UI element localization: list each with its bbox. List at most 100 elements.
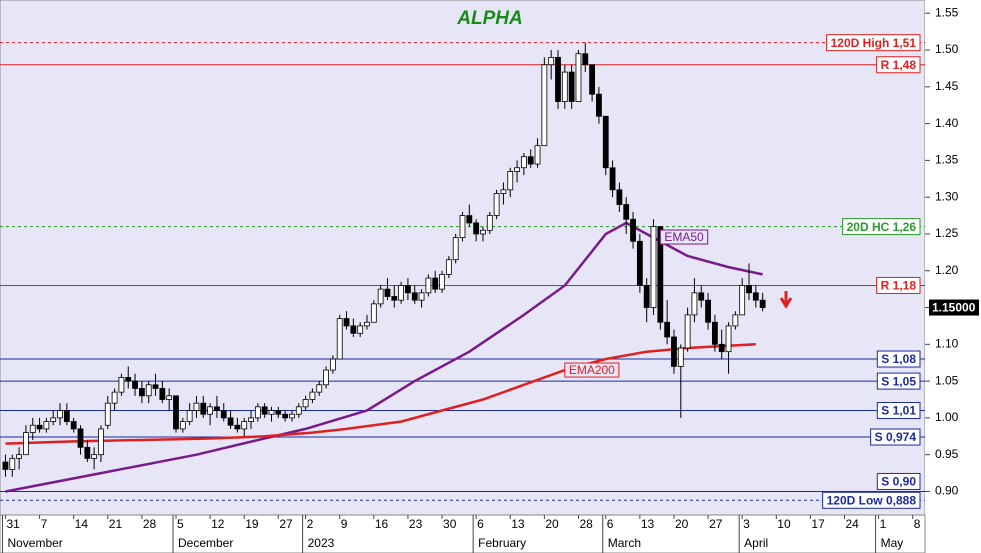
candle-body: [575, 53, 582, 102]
candle-body: [582, 53, 589, 66]
candle-body: [357, 325, 364, 334]
candle-body: [125, 377, 132, 382]
candle-body: [432, 277, 439, 290]
candle-body: [29, 424, 36, 434]
candle-body: [302, 399, 309, 408]
level-label: 120D Low 0,888: [827, 493, 917, 507]
x-tick-label: 8: [914, 517, 921, 531]
candle-body: [616, 189, 623, 205]
candle-body: [220, 410, 227, 419]
y-tick-label: 1.35: [935, 153, 959, 167]
candle-body: [98, 428, 104, 456]
y-tick-label: 1.45: [935, 79, 959, 93]
candle-body: [84, 446, 91, 459]
x-tick-label: 13: [641, 517, 655, 531]
month-label: December: [178, 536, 233, 550]
x-tick-label: 5: [177, 517, 184, 531]
candle-body: [289, 413, 295, 419]
candle-body: [664, 321, 671, 338]
candle-body: [384, 288, 391, 297]
candle-body: [16, 454, 23, 459]
level-label-box: [876, 402, 921, 420]
x-tick-label: 21: [109, 517, 123, 531]
candle-body: [350, 325, 357, 334]
y-tick-label: 1.10: [935, 336, 959, 350]
level-label: S 1,01: [881, 404, 916, 418]
candle-body: [671, 336, 677, 367]
month-label: May: [881, 536, 904, 550]
candle-body: [548, 56, 555, 66]
candle-body: [50, 417, 57, 422]
series-label: EMA50: [664, 230, 704, 244]
candle-body: [364, 321, 370, 327]
candle-body: [398, 285, 405, 301]
candle-body: [684, 314, 691, 349]
candle-body: [200, 402, 207, 415]
level-label-box: [876, 472, 921, 490]
x-tick-label: 28: [143, 517, 157, 531]
candle-body: [261, 406, 268, 415]
candle-body: [636, 240, 643, 286]
y-tick-label: 1.40: [935, 116, 959, 130]
candle-body: [520, 156, 527, 169]
x-tick-label: 20: [675, 517, 689, 531]
candle-body: [486, 215, 493, 231]
candle-body: [370, 303, 377, 323]
month-label: 2023: [308, 536, 335, 550]
candle-body: [9, 457, 16, 470]
candle-body: [657, 226, 664, 323]
y-tick-label: 0.95: [935, 447, 959, 461]
candle-body: [677, 347, 684, 367]
candle-body: [159, 388, 166, 400]
candle-body: [705, 299, 711, 323]
plot-area: [0, 0, 926, 516]
candle-body: [589, 64, 596, 95]
x-tick-label: 3: [743, 517, 750, 531]
candle-body: [173, 395, 179, 430]
candle-body: [739, 285, 746, 316]
level-label-box: [822, 491, 921, 509]
level-label-box: [876, 276, 921, 294]
candle-body: [118, 377, 125, 393]
indicator-line: [5, 221, 763, 493]
level-label: R 1,18: [881, 279, 917, 293]
candle-body: [36, 424, 43, 430]
x-tick-label: 19: [245, 517, 259, 531]
candle-body: [166, 395, 173, 400]
candle-body: [132, 380, 138, 389]
candle-body: [480, 229, 486, 235]
last-price-box: [929, 299, 979, 316]
candle-body: [445, 259, 452, 275]
candle-body: [111, 391, 118, 404]
candle-body: [57, 410, 63, 419]
x-tick-label: 30: [443, 517, 457, 531]
level-label: 20D HC 1,26: [847, 220, 917, 234]
candle-body: [596, 93, 602, 117]
candle-body: [179, 421, 186, 430]
series-label-box: [659, 229, 709, 245]
x-tick-label: 12: [211, 517, 225, 531]
candle-body: [145, 384, 152, 397]
y-tick-label: 1.20: [935, 263, 959, 277]
candle-body: [568, 71, 575, 102]
last-price-label: 1.15000: [932, 301, 976, 315]
candle-body: [227, 417, 234, 426]
x-tick-label: 31: [6, 517, 20, 531]
candle-body: [514, 167, 520, 172]
y-tick-label: 1.00: [935, 410, 959, 424]
candle-body: [70, 421, 77, 430]
y-tick-label: 1.50: [935, 42, 959, 56]
candle-body: [718, 343, 725, 353]
candle-body: [698, 292, 705, 301]
x-axis-area: [0, 514, 926, 553]
candle-body: [725, 325, 732, 353]
level-label-box: [826, 34, 921, 52]
candle-body: [186, 410, 193, 422]
candle-body: [711, 321, 718, 345]
candle-body: [609, 167, 616, 191]
x-tick-label: 28: [579, 517, 593, 531]
candle-body: [248, 417, 254, 422]
candle-body: [309, 391, 316, 400]
month-label: April: [744, 536, 768, 550]
